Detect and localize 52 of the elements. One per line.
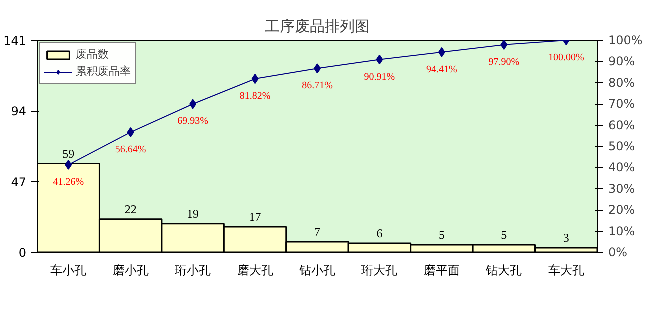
data-label: 81.82% (240, 91, 271, 102)
data-label: 6 (376, 226, 383, 240)
data-label: 7 (314, 224, 320, 239)
x-tick-label: 钻大孔 (485, 264, 522, 278)
chart-title: 工序废品排列图 (265, 18, 370, 36)
data-label: 56.64% (115, 144, 146, 156)
x-tick-label: 珩小孔 (175, 264, 212, 278)
data-label: 100.00% (548, 52, 584, 64)
point (500, 40, 508, 50)
y-tick-label: 0 (18, 246, 27, 260)
data-label: 22 (124, 202, 137, 216)
data-label: 5 (438, 228, 445, 242)
y2-tick-label: 30% (608, 182, 636, 196)
data-label: 59 (62, 146, 75, 161)
y-tick-label: 94 (11, 104, 27, 119)
y2-tick-label: 0% (608, 246, 628, 260)
y2-tick-label: 50% (608, 140, 636, 154)
y2-tick-label: 100% (608, 34, 643, 48)
x-tick-label: 磨平面 (424, 264, 460, 278)
data-label: 94.41% (426, 64, 458, 76)
legend-label: 累积废品率 (76, 64, 131, 79)
x-tick-label: 车小孔 (50, 264, 87, 278)
legend-label: 废品数 (76, 47, 109, 62)
point (376, 54, 384, 65)
y2-tick-label: 70% (608, 97, 636, 112)
y2-tick-label: 20% (608, 203, 636, 218)
data-label: 17 (249, 210, 262, 224)
y-tick-label: 47 (11, 175, 27, 190)
y2-tick-label: 90% (608, 54, 636, 69)
x-tick-label: 钻小孔 (298, 264, 336, 278)
data-label: 3 (563, 230, 570, 245)
point (65, 160, 72, 170)
y2-tick-label: 10% (608, 224, 636, 238)
data-label: 86.71% (302, 80, 333, 92)
x-tick-label: 珩大孔 (362, 264, 398, 278)
x-tick-label: 车大孔 (548, 264, 584, 278)
y2-tick-label: 80% (608, 76, 636, 90)
x-tick-label: 磨大孔 (237, 264, 274, 278)
data-label: 97.90% (488, 56, 520, 68)
data-label: 69.93% (178, 116, 208, 128)
data-label: 90.91% (364, 72, 396, 83)
x-tick-label: 磨小孔 (112, 264, 149, 278)
point (127, 127, 134, 138)
point (190, 99, 197, 110)
data-label: 41.26% (53, 177, 84, 188)
point (438, 47, 446, 58)
y2-tick-label: 40% (608, 160, 636, 175)
y2-tick-label: 60% (608, 118, 636, 132)
data-label: 5 (501, 228, 508, 242)
point (252, 74, 259, 84)
data-label: 19 (187, 206, 200, 221)
y-tick-label: 141 (4, 34, 26, 48)
